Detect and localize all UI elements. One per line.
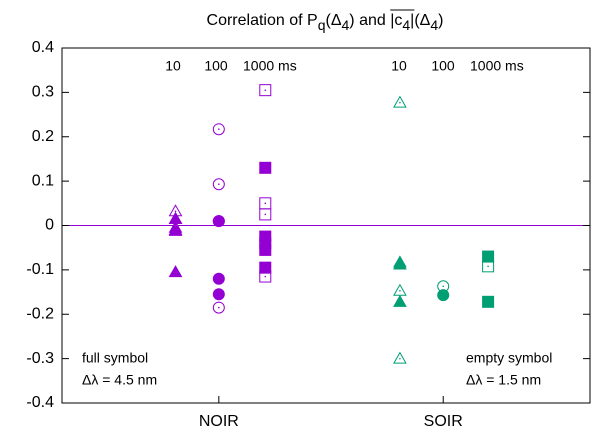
y-tick-label: -0.1 [26,261,54,278]
annotation: 1000 ms [470,58,524,74]
point-center [399,289,401,292]
point [482,250,495,263]
point-center [399,101,401,104]
point [259,208,272,221]
annotation: empty symbol [466,350,552,366]
point-center [218,306,220,309]
point [259,243,272,256]
point [212,123,225,136]
point [482,260,495,273]
annotation: 10 [391,58,407,74]
point [168,265,183,278]
point [393,294,407,307]
x-tick-label: NOIR [199,413,239,430]
annotation: 1000 ms [243,58,297,74]
point-center [174,218,177,220]
point [259,261,272,274]
point [168,204,183,217]
point [212,301,225,314]
annotation: Δλ = 4.5 nm [82,372,157,388]
y-tick-label: -0.2 [26,305,54,322]
point [259,161,272,174]
x-tick-label: SOIR [424,413,463,430]
chart-title: Correlation of Pq(Δ4) and |c4|(Δ4) [207,12,444,32]
point-center [264,89,267,91]
point [259,84,272,97]
y-tick-label: -0.4 [26,394,54,411]
y-tick-label: 0.4 [32,39,54,56]
point-center [174,210,177,213]
point-center [399,357,401,360]
annotation: full symbol [82,350,148,366]
y-tick-label: 0.3 [32,84,54,101]
point [393,283,407,296]
y-tick-label: 0.1 [32,172,54,189]
annotation: 100 [431,58,455,74]
point-center [264,275,267,278]
point [212,215,225,228]
annotation: Δλ = 1.5 nm [466,372,541,388]
point [212,272,225,285]
point [212,178,225,191]
point-center [218,220,220,222]
annotation: 10 [165,58,181,74]
y-tick-label: 0 [45,217,54,234]
point [437,289,450,302]
point-center [442,285,445,288]
point [393,95,407,108]
point [482,295,495,308]
point [393,257,407,270]
point [259,270,272,283]
point [212,288,225,301]
point-center [174,229,177,231]
point-center [218,128,220,131]
point-center [264,213,267,216]
point [393,351,407,364]
y-tick-label: -0.3 [26,350,54,367]
point-center [487,265,489,268]
annotation: 100 [204,58,228,74]
point [168,222,183,235]
point-center [218,183,220,186]
point-center [264,202,267,205]
point [437,280,450,293]
y-tick-label: 0.2 [32,128,54,145]
